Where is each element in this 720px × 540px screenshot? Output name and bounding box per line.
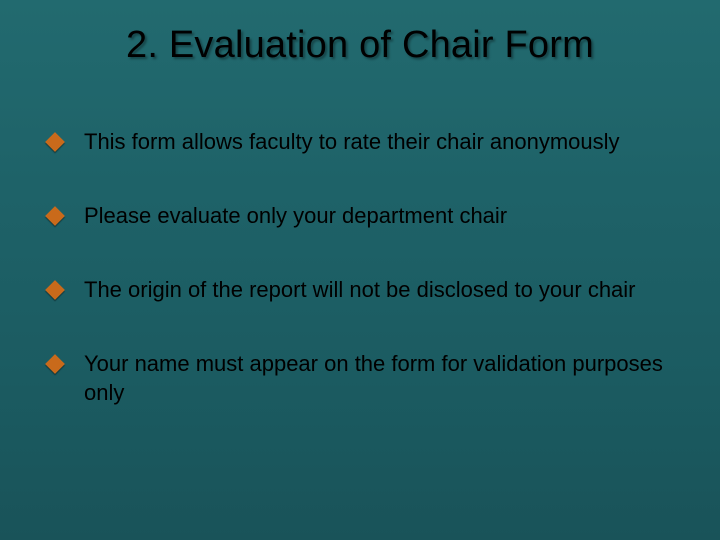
bullet-text: The origin of the report will not be dis… <box>84 276 680 304</box>
diamond-icon <box>45 355 65 375</box>
list-item: This form allows faculty to rate their c… <box>48 128 680 156</box>
list-item: Your name must appear on the form for va… <box>48 350 680 406</box>
list-item: Please evaluate only your department cha… <box>48 202 680 230</box>
bullet-text: This form allows faculty to rate their c… <box>84 128 680 156</box>
diamond-icon <box>45 132 65 152</box>
bullet-text: Please evaluate only your department cha… <box>84 202 680 230</box>
list-item: The origin of the report will not be dis… <box>48 276 680 304</box>
bullet-list: This form allows faculty to rate their c… <box>48 128 680 453</box>
slide-title: 2. Evaluation of Chair Form <box>0 24 720 67</box>
diamond-icon <box>45 206 65 226</box>
slide: 2. Evaluation of Chair Form This form al… <box>0 0 720 540</box>
bullet-text: Your name must appear on the form for va… <box>84 350 680 406</box>
diamond-icon <box>45 280 65 300</box>
